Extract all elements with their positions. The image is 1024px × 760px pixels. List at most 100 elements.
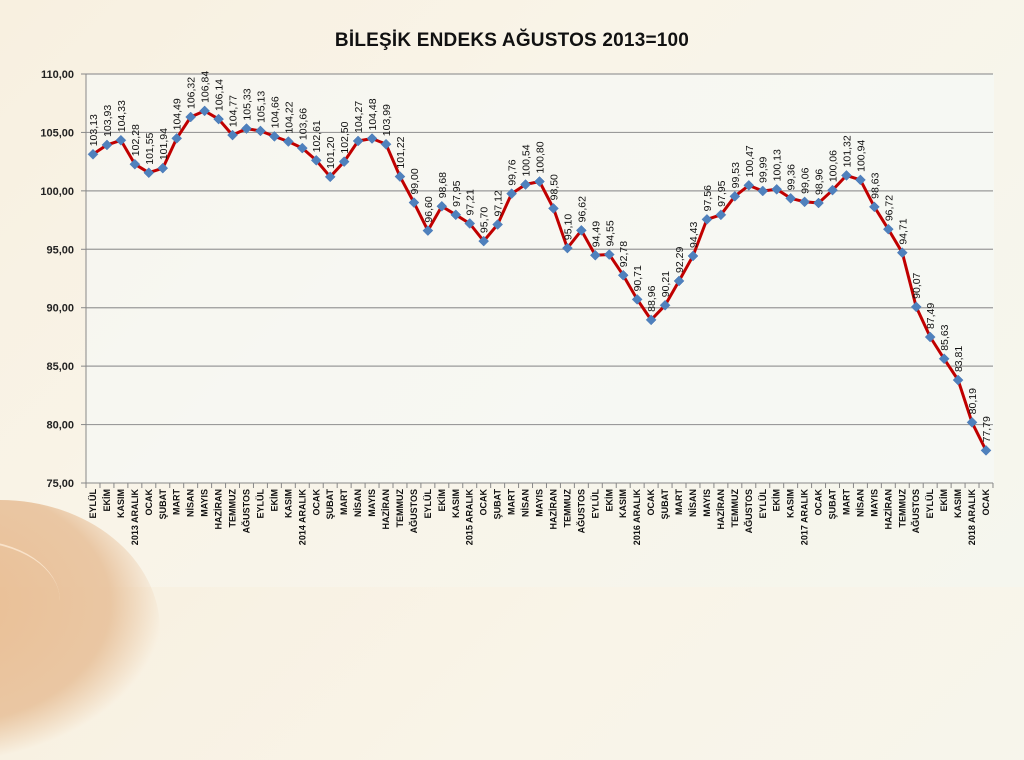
data-label: 99,36 xyxy=(786,164,798,190)
data-label: 90,07 xyxy=(911,272,923,298)
data-label: 104,27 xyxy=(353,101,365,133)
x-tick-label: NİSAN xyxy=(855,489,865,517)
data-point-marker xyxy=(813,197,824,209)
data-point-marker xyxy=(715,209,727,221)
plot-area xyxy=(86,74,994,483)
x-tick-label: ŞUBAT xyxy=(828,489,838,520)
data-label: 97,12 xyxy=(493,190,505,216)
data-point-marker xyxy=(645,314,657,326)
data-point-marker xyxy=(576,225,587,236)
y-tick-label: 85,00 xyxy=(46,361,74,373)
data-label: 100,06 xyxy=(828,150,840,182)
data-point-marker xyxy=(841,170,852,181)
x-tick-label: MAYIS xyxy=(535,489,545,517)
data-point-marker xyxy=(673,275,685,287)
data-point-marker xyxy=(422,225,434,236)
x-tick-label: OCAK xyxy=(479,489,489,516)
x-tick-label: TEMMUZ xyxy=(395,489,405,528)
data-point-marker xyxy=(324,171,336,183)
x-tick-label: KASIM xyxy=(953,489,963,518)
data-point-marker xyxy=(980,445,992,456)
data-point-marker xyxy=(255,125,266,137)
x-tick-label: NİSAN xyxy=(688,489,698,517)
x-tick-label: OCAK xyxy=(981,489,991,516)
data-point-marker xyxy=(757,185,769,197)
data-label: 77,79 xyxy=(981,416,993,442)
data-point-marker xyxy=(450,209,462,221)
x-tick-label: ŞUBAT xyxy=(158,489,168,520)
x-tick-label: NİSAN xyxy=(186,489,196,517)
x-tick-label: HAZİRAN xyxy=(214,489,224,530)
x-tick-label: AĞUSTOS xyxy=(408,489,419,533)
data-label: 90,21 xyxy=(660,271,672,297)
data-point-marker xyxy=(478,235,490,247)
data-label: 96,72 xyxy=(883,195,895,221)
x-tick-label: 2015 ARALIK xyxy=(465,489,475,546)
y-tick-label: 95,00 xyxy=(46,244,74,256)
x-tick-label: OCAK xyxy=(814,489,824,516)
x-tick-label: EKİM xyxy=(772,489,782,512)
data-label: 97,95 xyxy=(716,180,728,206)
data-point-marker xyxy=(380,138,392,150)
data-point-marker xyxy=(548,203,559,214)
data-point-marker xyxy=(269,131,280,142)
data-point-marker xyxy=(687,250,699,262)
data-label: 97,21 xyxy=(465,189,477,215)
x-tick-label: MART xyxy=(172,489,182,515)
data-label: 94,55 xyxy=(604,220,616,246)
y-tick-label: 75,00 xyxy=(46,478,74,490)
data-point-marker xyxy=(296,142,308,154)
data-label: 100,80 xyxy=(535,141,547,173)
x-tick-label: MART xyxy=(507,489,517,515)
x-tick-label: TEMMUZ xyxy=(730,489,740,528)
x-tick-label: KASIM xyxy=(451,489,461,518)
data-label: 104,66 xyxy=(269,96,281,128)
x-tick-label: MAYIS xyxy=(869,489,879,517)
data-point-marker xyxy=(171,133,183,144)
data-point-marker xyxy=(143,167,155,179)
y-tick-label: 90,00 xyxy=(46,303,74,315)
data-label: 99,76 xyxy=(507,159,519,185)
data-point-marker xyxy=(227,129,238,141)
data-label: 104,22 xyxy=(283,101,295,133)
data-point-marker xyxy=(520,179,531,190)
data-point-marker xyxy=(771,183,783,195)
line-chart: 75,00 80,00 85,00 90,00 95,00 100,00 105,00 110… xyxy=(40,69,994,546)
chart-title: BİLEŞİK ENDEKS AĞUSTOS 2013=100 xyxy=(334,30,690,51)
data-point-marker xyxy=(185,111,197,123)
data-point-marker xyxy=(394,171,406,182)
data-point-marker xyxy=(492,219,503,230)
data-label: 101,94 xyxy=(158,128,170,160)
x-tick-label: EYLÜL xyxy=(423,489,433,519)
data-point-marker xyxy=(408,197,420,208)
x-tick-label: TEMMUZ xyxy=(228,489,238,528)
data-label: 99,99 xyxy=(758,157,770,183)
data-point-marker xyxy=(562,242,573,254)
data-label: 94,49 xyxy=(590,221,602,247)
data-point-marker xyxy=(506,188,517,200)
data-label: 100,13 xyxy=(772,149,784,181)
x-tick-label: HAZİRAN xyxy=(381,489,391,530)
x-tick-label: 2016 ARALIK xyxy=(632,489,642,546)
x-tick-label: EYLÜL xyxy=(590,489,600,519)
x-tick-label: HAZİRAN xyxy=(883,489,893,530)
data-label: 104,33 xyxy=(116,100,128,132)
x-tick-label: MART xyxy=(841,489,851,515)
x-tick-label: HAZİRAN xyxy=(548,489,558,530)
data-point-marker xyxy=(882,223,894,235)
data-label: 100,94 xyxy=(855,140,867,172)
x-tick-label: KASIM xyxy=(283,489,293,518)
data-label: 96,62 xyxy=(576,196,588,222)
data-label: 98,63 xyxy=(869,172,881,198)
data-point-marker xyxy=(952,374,964,386)
data-point-marker xyxy=(743,180,755,191)
data-point-marker xyxy=(869,201,880,213)
data-point-marker xyxy=(910,301,922,313)
data-point-marker xyxy=(785,192,797,204)
y-tick-label: 110,00 xyxy=(41,69,74,81)
x-tick-label: EYLÜL xyxy=(88,489,98,519)
data-point-marker xyxy=(87,148,99,160)
x-tick-label: EYLÜL xyxy=(925,489,935,519)
data-point-marker xyxy=(115,134,127,146)
